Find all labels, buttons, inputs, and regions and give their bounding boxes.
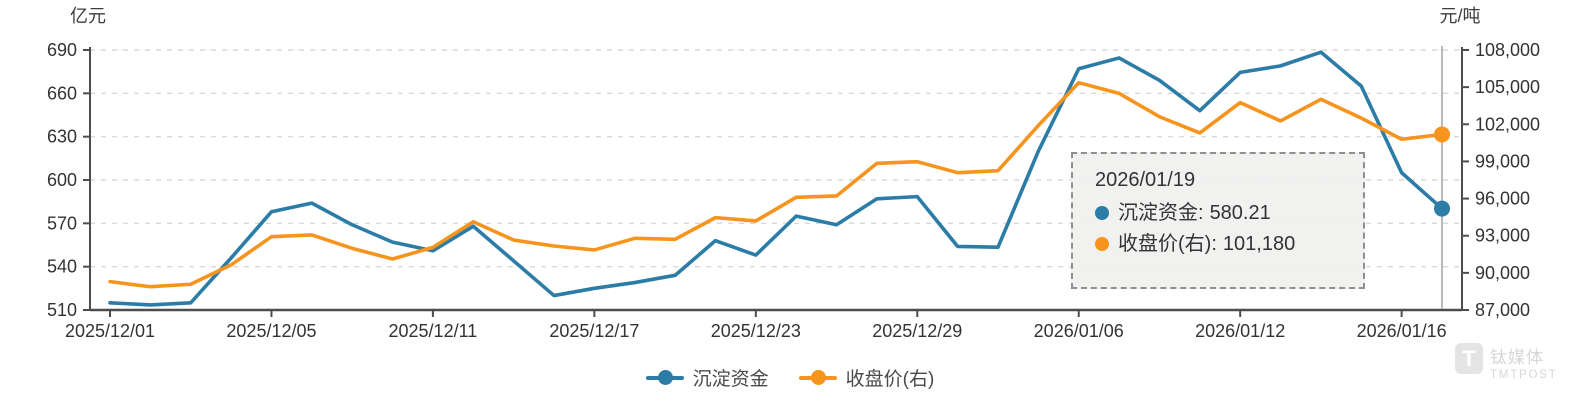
left-axis-tick-label: 660 bbox=[47, 83, 77, 103]
right-axis-tick-label: 96,000 bbox=[1475, 189, 1530, 209]
watermark-cn-text: 钛媒体 bbox=[1490, 348, 1544, 367]
legend-item-price[interactable]: 收盘价(右) bbox=[798, 364, 935, 391]
series-line-1[interactable] bbox=[108, 80, 1444, 289]
highlight-point-0[interactable] bbox=[1434, 200, 1450, 217]
legend-label: 收盘价(右) bbox=[845, 369, 935, 390]
left-axis-tick-label: 690 bbox=[47, 40, 77, 60]
line-marker-icon bbox=[645, 370, 684, 385]
left-axis-tick-label: 510 bbox=[47, 300, 77, 320]
x-axis-tick-label: 2026/01/12 bbox=[1195, 321, 1285, 341]
chart-legend: 沉淀资金 收盘价(右) bbox=[0, 364, 1580, 391]
line-marker-icon bbox=[798, 370, 837, 385]
right-axis-tick-label: 87,000 bbox=[1475, 300, 1530, 320]
x-axis-tick-label: 2025/12/17 bbox=[549, 321, 639, 341]
right-axis-tick-label: 93,000 bbox=[1475, 226, 1530, 246]
right-axis-tick-label: 105,000 bbox=[1475, 77, 1540, 97]
tmtpost-logo-icon: T bbox=[1455, 343, 1483, 374]
left-axis-tick-label: 630 bbox=[47, 127, 77, 147]
left-axis-tick-label: 570 bbox=[47, 213, 77, 233]
tooltip-row-funds: 沉淀资金: 580.21 bbox=[1095, 203, 1343, 223]
x-axis-tick-label: 2025/12/29 bbox=[872, 321, 962, 341]
highlight-point-1[interactable] bbox=[1434, 126, 1450, 143]
chart-tooltip: 2026/01/19 沉淀资金: 580.21 收盘价(右): 101,180 bbox=[1071, 152, 1365, 289]
x-axis-tick-label: 2026/01/06 bbox=[1034, 321, 1124, 341]
tmtpost-watermark: T 钛媒体 TMTPOST bbox=[1455, 343, 1558, 381]
left-axis-tick-label: 600 bbox=[47, 170, 77, 190]
right-axis-tick-label: 99,000 bbox=[1475, 151, 1530, 171]
left-axis-title: 亿元 bbox=[70, 6, 106, 26]
watermark-en-text: TMTPOST bbox=[1490, 369, 1558, 381]
legend-item-funds[interactable]: 沉淀资金 bbox=[645, 364, 769, 391]
right-axis-tick-label: 90,000 bbox=[1475, 263, 1530, 283]
tooltip-row-price: 收盘价(右): 101,180 bbox=[1095, 234, 1343, 254]
tooltip-row-value: 101,180 bbox=[1222, 233, 1296, 255]
series-dot-icon bbox=[1095, 237, 1109, 251]
series-line-0[interactable] bbox=[108, 50, 1444, 307]
left-axis-tick-label: 540 bbox=[47, 257, 77, 277]
tooltip-row-label: 收盘价(右): bbox=[1118, 233, 1217, 255]
legend-label: 沉淀资金 bbox=[692, 369, 769, 390]
right-axis-title: 元/吨 bbox=[1439, 6, 1481, 26]
x-axis-tick-label: 2025/12/05 bbox=[226, 321, 316, 341]
tooltip-row-value: 580.21 bbox=[1209, 202, 1271, 224]
tooltip-date: 2026/01/19 bbox=[1095, 169, 1196, 191]
x-axis-tick-label: 2025/12/23 bbox=[711, 321, 801, 341]
right-axis-tick-label: 102,000 bbox=[1475, 114, 1540, 134]
x-axis-tick-label: 2025/12/01 bbox=[65, 321, 155, 341]
x-axis-tick-label: 2025/12/11 bbox=[389, 321, 478, 341]
right-axis-tick-label: 108,000 bbox=[1475, 40, 1540, 60]
series-dot-icon bbox=[1095, 206, 1109, 220]
x-axis-tick-label: 2026/01/16 bbox=[1357, 321, 1447, 341]
tooltip-row-label: 沉淀资金: bbox=[1118, 202, 1204, 224]
